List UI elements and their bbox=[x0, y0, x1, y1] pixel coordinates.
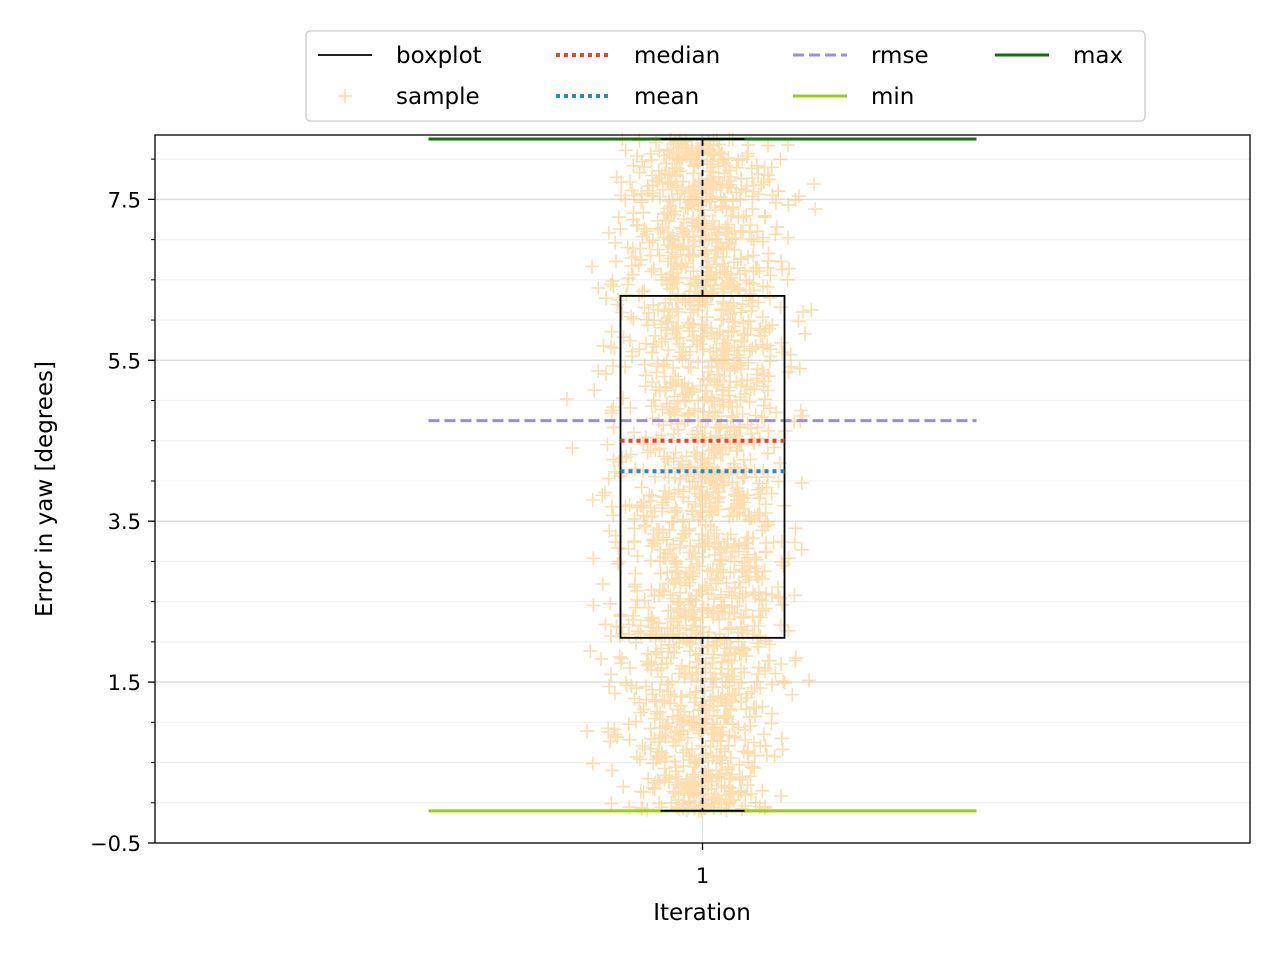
x-tick-label: 1 bbox=[696, 864, 709, 888]
max-legend-label: max bbox=[1073, 43, 1123, 69]
axis-ticks: −0.5 1.5 3.5 5.5 7.5 1 bbox=[90, 158, 709, 888]
y-tick-label: 1.5 bbox=[108, 671, 141, 695]
rmse-legend-label: rmse bbox=[871, 43, 929, 69]
mean-legend-label: mean bbox=[634, 84, 699, 110]
y-tick-label: 3.5 bbox=[108, 510, 141, 534]
y-tick-label: 7.5 bbox=[108, 188, 141, 212]
x-axis-label: Iteration bbox=[653, 900, 751, 926]
min-legend-label: min bbox=[871, 84, 914, 110]
statistic-lines bbox=[428, 137, 977, 813]
legend: boxplot sample median mean rmse min max bbox=[305, 30, 1146, 122]
legend-frame bbox=[305, 30, 1146, 122]
y-axis-label: Error in yaw [degrees] bbox=[32, 361, 58, 617]
box bbox=[619, 295, 786, 639]
median-legend-label: median bbox=[634, 43, 720, 69]
sample-legend-label: sample bbox=[396, 84, 480, 110]
sample-legend-marker bbox=[338, 89, 352, 103]
sample-markers bbox=[559, 132, 823, 818]
sample-points bbox=[559, 132, 823, 818]
boxplot-legend-label: boxplot bbox=[396, 43, 482, 69]
y-tick-label: −0.5 bbox=[90, 832, 141, 856]
y-tick-label: 5.5 bbox=[108, 349, 141, 373]
